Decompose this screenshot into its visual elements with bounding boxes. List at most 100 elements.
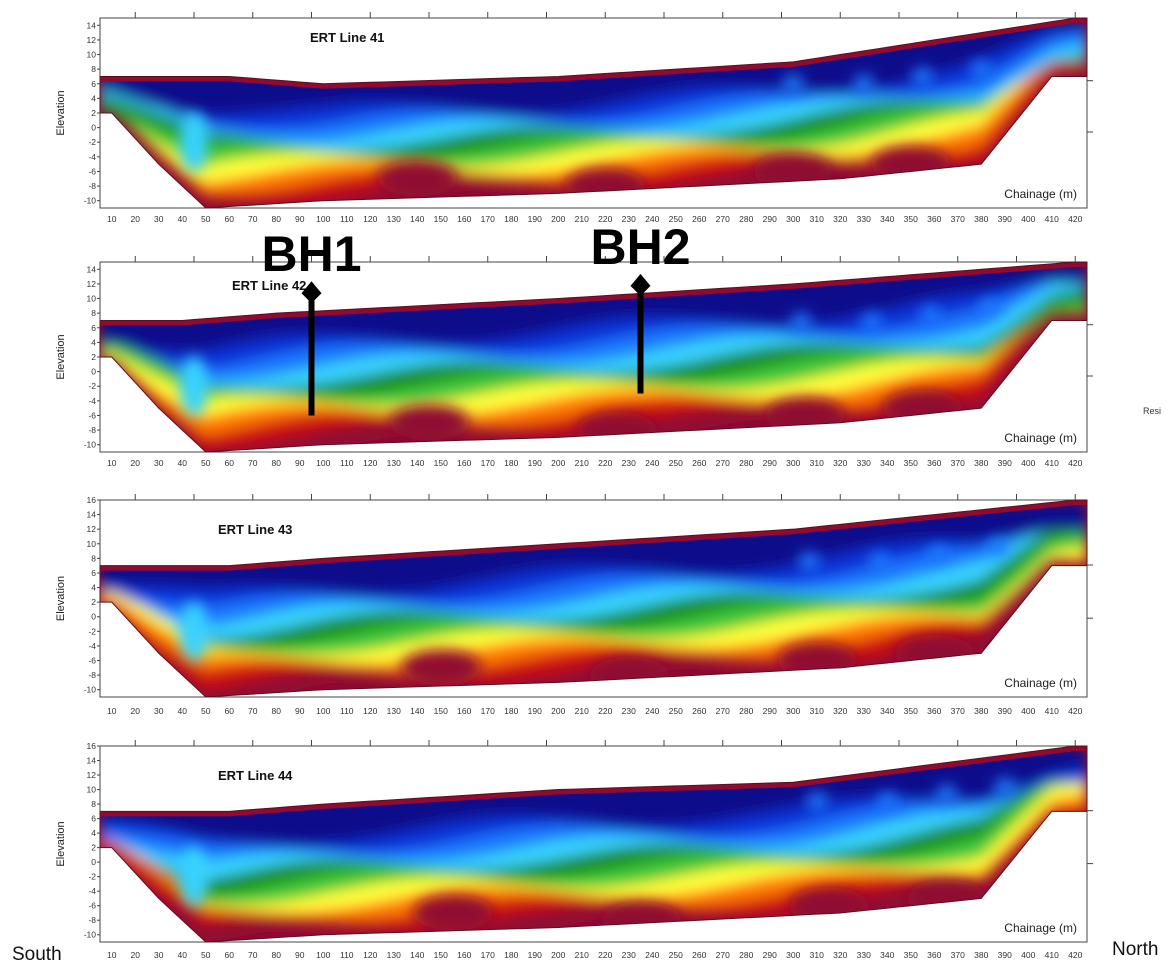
y-tick-label: -10 <box>84 930 97 940</box>
x-tick-label: 250 <box>669 950 683 960</box>
x-tick-label: 270 <box>716 214 730 224</box>
resistivity-section <box>100 746 1087 942</box>
x-tick-label: 120 <box>363 950 377 960</box>
x-tick-label: 70 <box>248 950 258 960</box>
x-tick-label: 180 <box>504 706 518 716</box>
x-tick-label: 120 <box>363 458 377 468</box>
x-tick-label: 200 <box>551 706 565 716</box>
x-tick-label: 40 <box>178 458 188 468</box>
x-tick-label: 410 <box>1045 458 1059 468</box>
x-tick-label: 280 <box>739 950 753 960</box>
resistive-blob <box>798 552 821 571</box>
x-tick-label: 200 <box>551 214 565 224</box>
y-tick-label: 14 <box>87 264 97 274</box>
x-tick-label: 370 <box>951 706 965 716</box>
section-outline <box>99 499 1088 698</box>
x-tick-label: 320 <box>833 950 847 960</box>
panel-title: ERT Line 41 <box>310 30 384 45</box>
y-tick-label: 4 <box>91 583 96 593</box>
y-tick-label: 16 <box>87 741 97 751</box>
x-tick-label: 200 <box>551 950 565 960</box>
x-tick-label: 80 <box>272 950 282 960</box>
x-tick-label: 110 <box>340 950 354 960</box>
x-tick-label: 130 <box>387 950 401 960</box>
x-tick-label: 270 <box>716 950 730 960</box>
x-tick-label: 20 <box>131 458 141 468</box>
x-tick-label: 60 <box>225 214 235 224</box>
anomalies <box>180 537 1009 694</box>
x-tick-label: 320 <box>833 458 847 468</box>
x-tick-label: 410 <box>1045 214 1059 224</box>
resistive-blob <box>180 846 208 907</box>
x-tick-label: 210 <box>575 214 589 224</box>
resistive-blob <box>790 312 813 331</box>
borehole-label: BH1 <box>261 226 361 282</box>
x-tick-label: 260 <box>692 214 706 224</box>
x-tick-label: 90 <box>295 706 305 716</box>
x-tick-label: 160 <box>457 706 471 716</box>
x-tick-label: 160 <box>457 458 471 468</box>
x-tick-label: 260 <box>692 950 706 960</box>
x-axis-label: Chainage (m) <box>1004 187 1077 201</box>
x-tick-label: 330 <box>857 214 871 224</box>
section-outline <box>99 745 1088 943</box>
x-tick-label: 310 <box>810 950 824 960</box>
borehole-label: BH2 <box>590 219 690 275</box>
x-tick-label: 230 <box>622 458 636 468</box>
y-tick-label: 12 <box>87 770 97 780</box>
x-tick-label: 140 <box>410 458 424 468</box>
x-tick-label: 80 <box>272 458 282 468</box>
x-tick-label: 70 <box>248 458 258 468</box>
x-tick-label: 80 <box>272 214 282 224</box>
x-tick-label: 360 <box>927 706 941 716</box>
x-tick-label: 170 <box>481 458 495 468</box>
x-tick-label: 100 <box>316 458 330 468</box>
y-tick-label: 16 <box>87 495 97 505</box>
x-tick-label: 40 <box>178 214 188 224</box>
x-tick-label: 280 <box>739 458 753 468</box>
resistive-blob <box>911 67 934 86</box>
x-tick-label: 230 <box>622 214 636 224</box>
y-axis-label: Elevation <box>55 821 67 866</box>
resistivity-side-label: Resi <box>1143 406 1161 416</box>
x-tick-label: 220 <box>598 950 612 960</box>
resistive-blob <box>935 784 958 803</box>
resistive-blob <box>782 74 805 93</box>
x-tick-label: 170 <box>481 706 495 716</box>
x-tick-label: 50 <box>201 458 211 468</box>
x-tick-label: 410 <box>1045 950 1059 960</box>
x-tick-label: 240 <box>645 458 659 468</box>
y-tick-label: 0 <box>91 123 96 133</box>
y-tick-label: -4 <box>88 641 96 651</box>
y-axis-label: Elevation <box>55 576 67 621</box>
y-tick-label: 0 <box>91 612 96 622</box>
x-tick-label: 210 <box>575 706 589 716</box>
x-tick-label: 420 <box>1068 706 1082 716</box>
x-tick-label: 60 <box>225 706 235 716</box>
x-tick-label: 100 <box>316 214 330 224</box>
y-tick-label: 10 <box>87 50 97 60</box>
x-tick-label: 400 <box>1021 214 1035 224</box>
x-tick-label: 400 <box>1021 706 1035 716</box>
x-tick-label: 50 <box>201 950 211 960</box>
x-tick-label: 350 <box>904 950 918 960</box>
resistive-blob <box>927 544 950 563</box>
y-tick-label: 2 <box>91 108 96 118</box>
direction-south-label: South <box>12 944 62 965</box>
x-tick-label: 170 <box>481 950 495 960</box>
y-tick-label: -6 <box>88 166 96 176</box>
x-tick-label: 70 <box>248 214 258 224</box>
x-tick-label: 250 <box>669 706 683 716</box>
y-axis-label: Elevation <box>55 90 67 135</box>
x-tick-label: 260 <box>692 706 706 716</box>
x-tick-label: 30 <box>154 458 164 468</box>
x-tick-label: 200 <box>551 458 565 468</box>
x-tick-label: 270 <box>716 706 730 716</box>
resistive-blob <box>180 112 208 173</box>
y-tick-label: -6 <box>88 410 96 420</box>
x-tick-label: 90 <box>295 458 305 468</box>
x-tick-label: 120 <box>363 214 377 224</box>
